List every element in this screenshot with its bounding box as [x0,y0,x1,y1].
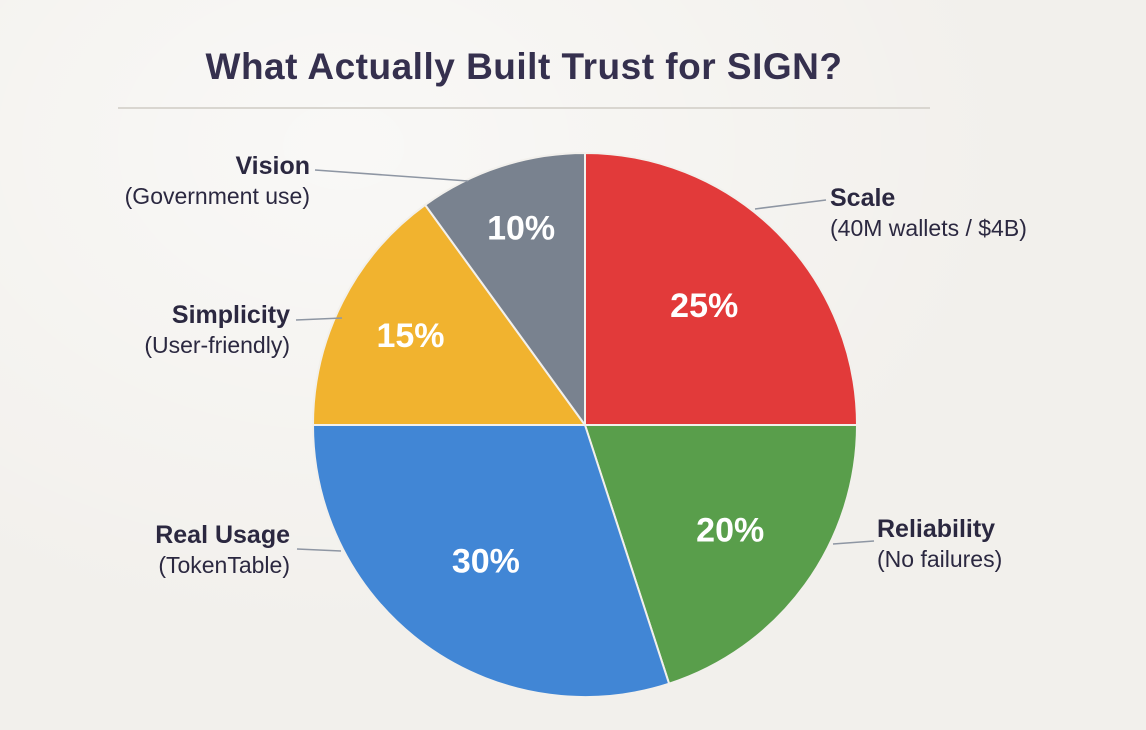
percent-label-reliability: 20% [696,512,764,550]
leader-line-simplicity [295,317,343,321]
label-reliability-sub: (No failures) [877,546,1003,572]
pie-slice-scale [584,151,859,426]
leader-line-real-usage [296,548,342,552]
label-vision-sub: (Government use) [124,183,310,209]
label-reliability-name: Reliability [877,515,996,543]
leader-line-vision [314,169,469,182]
title-divider [118,107,930,109]
pie-slice-simplicity [311,203,587,426]
percent-label-vision: 10% [487,209,555,247]
label-simplicity-sub: (User-friendly) [144,332,290,358]
label-real-usage-sub: (TokenTable) [158,552,290,578]
percent-label-simplicity: 15% [376,317,444,355]
leader-line-scale [754,199,827,210]
label-scale: Scale (40M wallets / $4B) [830,182,1027,243]
label-vision: Vision (Government use) [125,150,310,211]
label-scale-sub: (40M wallets / $4B) [830,215,1027,241]
label-scale-name: Scale [830,184,896,212]
chart-title: What Actually Built Trust for SIGN? [205,46,843,87]
label-vision-name: Vision [235,152,310,180]
label-simplicity-name: Simplicity [171,301,290,329]
label-real-usage: Real Usage (TokenTable) [155,519,290,580]
percent-label-scale: 25% [670,287,738,325]
label-simplicity: Simplicity (User-friendly) [144,299,290,360]
pie-slice-reliability [583,424,859,685]
leader-line-reliability [832,540,875,545]
percent-label-real-usage: 30% [452,542,520,580]
label-reliability: Reliability (No failures) [877,513,1002,574]
label-real-usage-name: Real Usage [155,521,290,549]
pie-slice-vision [423,151,586,429]
pie-slice-real-usage [311,424,671,698]
